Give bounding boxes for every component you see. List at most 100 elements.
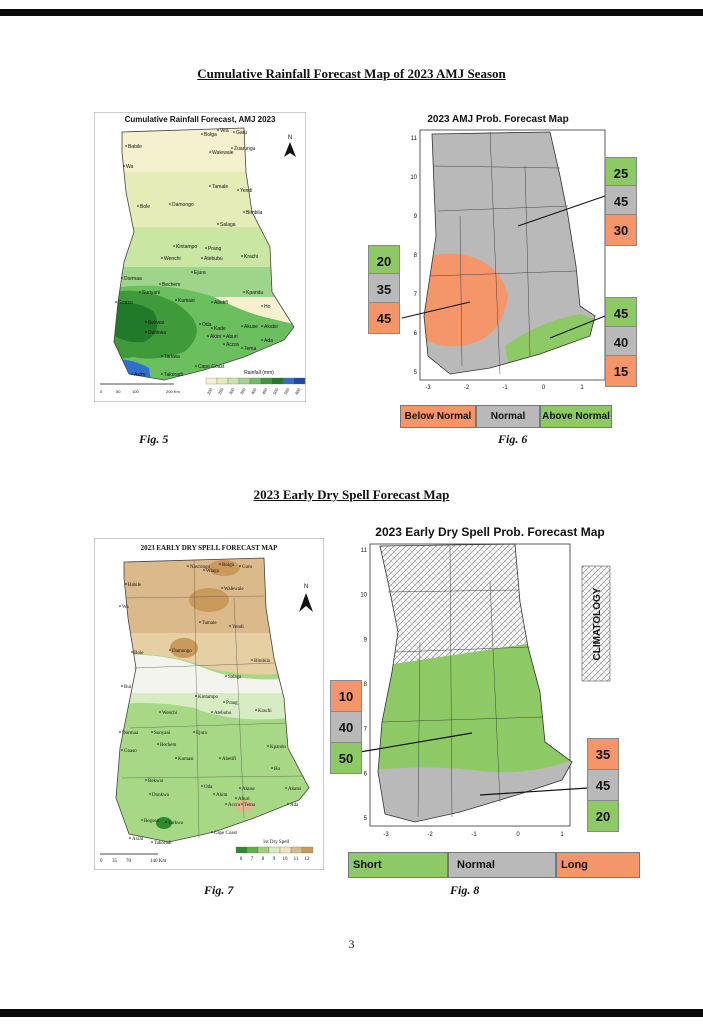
legend-label: 600	[294, 386, 302, 395]
town-marker	[173, 245, 175, 247]
town-label: Tamale	[212, 184, 228, 190]
town-marker	[221, 587, 223, 589]
town-label: Accra	[226, 342, 239, 348]
town-marker	[243, 291, 245, 293]
town-label: Kumasi	[178, 298, 195, 304]
x-tick-label: -1	[502, 385, 508, 391]
fig8-middle-long: 10	[330, 680, 362, 712]
fig8-legend-normal: Normal	[448, 852, 556, 878]
fig6-legend-normal: Normal	[476, 405, 540, 428]
town-marker	[141, 819, 143, 821]
fig8-climatology: CLIMATOLOGY	[592, 587, 603, 660]
legend-swatch	[301, 846, 314, 854]
legend-swatch	[293, 377, 306, 385]
town-label: Tema	[244, 803, 256, 808]
legend-label: 7	[251, 857, 254, 862]
town-label: Aburi	[226, 334, 238, 340]
town-marker	[231, 147, 233, 149]
town-marker	[261, 339, 263, 341]
town-label: Ho	[274, 767, 281, 772]
town-label: Goaso	[124, 749, 137, 754]
town-marker	[137, 205, 139, 207]
town-marker	[241, 325, 243, 327]
town-marker	[211, 327, 213, 329]
y-tick-label: 11	[411, 136, 418, 142]
legend-swatch	[246, 846, 259, 854]
town-marker	[139, 291, 141, 293]
fig5-rainfall-map: Cumulative Rainfall Forecast, AMJ 2023 N…	[94, 112, 306, 402]
legend-label: 450	[261, 386, 269, 395]
town-label: Wa	[126, 164, 134, 170]
town-marker	[261, 325, 263, 327]
town-marker	[267, 745, 269, 747]
town-marker	[129, 837, 131, 839]
town-label: Bolga	[222, 563, 235, 568]
town-marker	[165, 821, 167, 823]
town-label: Prang	[208, 246, 222, 252]
town-label: Bechem	[162, 282, 180, 288]
town-marker	[195, 365, 197, 367]
town-marker	[211, 711, 213, 713]
fig5-legend-title: Rainfall (mm)	[244, 370, 274, 376]
fig6-coast-below: 15	[605, 355, 637, 387]
town-label: Tarkwa	[164, 354, 180, 360]
town-marker	[195, 695, 197, 697]
town-label: Krachi	[258, 709, 272, 714]
town-marker	[209, 151, 211, 153]
town-label: Ejura	[194, 270, 206, 276]
town-label: Wiaga	[206, 569, 220, 574]
town-label: Dunkwa	[148, 330, 166, 336]
x-tick-label: -3	[425, 385, 431, 391]
town-marker	[131, 373, 133, 375]
town-label: Dormaa	[122, 731, 139, 736]
fig6-coast-above: 45	[605, 297, 637, 329]
fig8-legend-short-label: Short	[353, 859, 382, 871]
fig7-caption: Fig. 7	[204, 883, 234, 897]
town-marker	[235, 797, 237, 799]
legend-label: 350	[239, 386, 247, 395]
y-tick-label: 5	[414, 370, 418, 376]
town-label: Bole	[140, 204, 150, 210]
top-border	[0, 9, 703, 16]
town-marker	[191, 271, 193, 273]
fig8-caption: Fig. 8	[450, 883, 480, 897]
town-label: Ada	[264, 338, 273, 344]
legend-swatch	[235, 846, 248, 854]
town-label: Akim	[216, 793, 228, 798]
fig8-legend-long-label: Long	[561, 859, 588, 871]
town-marker	[201, 257, 203, 259]
legend-label: 9	[273, 857, 276, 862]
town-marker	[121, 277, 123, 279]
town-label: Bolga	[204, 132, 217, 138]
town-marker	[233, 131, 235, 133]
town-marker	[169, 203, 171, 205]
y-tick-label: 8	[414, 253, 418, 259]
y-tick-label: 8	[364, 682, 368, 688]
town-marker	[223, 701, 225, 703]
town-label: Abetifi	[214, 300, 228, 306]
town-marker	[213, 793, 215, 795]
legend-label: 12	[305, 857, 311, 862]
town-marker	[223, 343, 225, 345]
fig6-title: 2023 AMJ Prob. Forecast Map	[427, 114, 568, 125]
town-label: Ho	[264, 304, 271, 310]
town-marker	[241, 347, 243, 349]
town-marker	[161, 257, 163, 259]
town-label: Wenchi	[162, 711, 178, 716]
fig6-caption: Fig. 6	[498, 432, 528, 446]
town-marker	[161, 373, 163, 375]
town-marker	[211, 301, 213, 303]
town-label: Walewale	[224, 587, 244, 592]
x-tick-label: 0	[542, 385, 546, 391]
scalebar-label: 0	[100, 389, 103, 394]
town-label: Babile	[128, 144, 142, 150]
town-marker	[255, 709, 257, 711]
town-label: Atebubu	[204, 256, 223, 262]
y-tick-label: 10	[410, 175, 417, 181]
town-marker	[243, 211, 245, 213]
town-label: Bui	[124, 685, 132, 690]
fig8-legend-short: Short	[348, 852, 448, 878]
town-label: Axim	[134, 372, 145, 378]
fig6-north-below: 30	[605, 214, 637, 246]
town-label: Vea	[220, 128, 229, 134]
